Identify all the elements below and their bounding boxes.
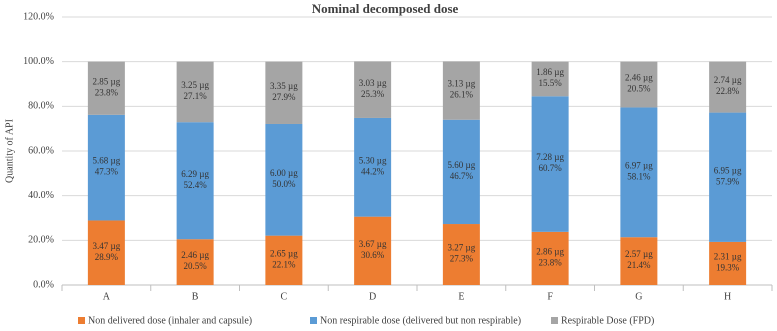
y-tick-label: 20.0% [28, 235, 54, 246]
dose-label: 2.74 µg [714, 75, 742, 85]
y-tick-label: 60.0% [28, 145, 54, 156]
bar-segment [354, 216, 392, 285]
legend-label: Respirable Dose (FPD) [561, 315, 654, 326]
bar-segment [87, 114, 125, 221]
x-tick-label: C [281, 291, 288, 302]
bar-segment [709, 112, 747, 242]
dose-label: 2.86 µg [536, 246, 564, 256]
bar-segment [442, 61, 480, 120]
value-label: 27.9% [272, 92, 296, 102]
value-label: 19.3% [716, 263, 740, 273]
dose-label: 3.47 µg [93, 241, 121, 251]
y-tick-label: 40.0% [28, 190, 54, 201]
value-label: 58.1% [627, 171, 651, 181]
x-tick-label: G [635, 291, 642, 302]
bar-segment [176, 122, 214, 240]
dose-label: 6.97 µg [625, 160, 653, 170]
value-label: 15.5% [539, 78, 563, 88]
bar-segment [87, 61, 125, 115]
value-label: 20.5% [184, 261, 208, 271]
value-label: 20.5% [627, 84, 651, 94]
x-tick-label: H [724, 291, 731, 302]
legend-label: Non respirable dose (delivered but non r… [320, 315, 521, 326]
dose-label: 3.13 µg [448, 79, 476, 89]
bar-segment [87, 220, 125, 285]
dose-label: 2.85 µg [93, 76, 121, 86]
legend-swatch [310, 317, 317, 324]
legend-label: Non delivered dose (inhaler and capsule) [88, 315, 252, 326]
x-tick-label: B [192, 291, 199, 302]
legend-swatch [78, 317, 85, 324]
dose-label: 5.68 µg [93, 156, 121, 166]
chart-title: Nominal decomposed dose [312, 1, 459, 16]
dose-label: 5.30 µg [359, 155, 387, 165]
dose-label: 2.46 µg [625, 73, 653, 83]
dose-label: 2.46 µg [181, 250, 209, 260]
bar-segment [531, 61, 569, 97]
value-label: 23.8% [95, 87, 119, 97]
dose-label: 2.65 µg [270, 248, 298, 258]
dose-label: 2.31 µg [714, 252, 742, 262]
dose-label: 3.03 µg [359, 78, 387, 88]
value-label: 46.7% [450, 171, 474, 181]
bar-segment [265, 123, 303, 236]
value-label: 44.2% [361, 166, 385, 176]
bar-segment [176, 61, 214, 123]
y-axis-title: Quantity of API [4, 119, 15, 183]
dose-label: 5.60 µg [448, 160, 476, 170]
bar-segment [265, 235, 303, 285]
bar-segment [531, 231, 569, 285]
value-label: 22.8% [716, 86, 740, 96]
dose-label: 6.95 µg [714, 165, 742, 175]
y-tick-label: 120.0% [23, 11, 54, 22]
bar-segment [176, 239, 214, 285]
value-label: 26.1% [450, 90, 474, 100]
dose-label: 3.67 µg [359, 239, 387, 249]
value-label: 47.3% [95, 167, 119, 177]
value-label: 21.4% [627, 260, 651, 270]
dose-label: 6.00 µg [270, 168, 298, 178]
x-tick-label: F [547, 291, 553, 302]
value-label: 22.1% [272, 259, 296, 269]
bar-segment [442, 224, 480, 285]
bar-segment [354, 61, 392, 118]
value-label: 27.1% [184, 91, 208, 101]
value-label: 57.9% [716, 176, 740, 186]
bar-segment [709, 241, 747, 285]
dose-label: 3.27 µg [448, 243, 476, 253]
bar-segment [620, 237, 658, 285]
dose-label: 7.28 µg [536, 152, 564, 162]
dose-label: 1.86 µg [536, 67, 564, 77]
dose-label: 2.57 µg [625, 249, 653, 259]
bar-segment [265, 61, 303, 124]
value-label: 30.6% [361, 250, 385, 260]
dose-label: 6.29 µg [181, 169, 209, 179]
bar-segment [620, 107, 658, 238]
y-tick-label: 100.0% [23, 56, 54, 67]
value-label: 50.0% [272, 179, 296, 189]
x-tick-label: E [458, 291, 464, 302]
x-tick-label: D [369, 291, 376, 302]
value-label: 28.9% [95, 252, 119, 262]
bar-segment [442, 119, 480, 225]
bar-segment [531, 96, 569, 232]
dose-label: 3.35 µg [270, 81, 298, 91]
bar-segment [709, 61, 747, 113]
y-tick-label: 0.0% [33, 279, 54, 290]
value-label: 52.4% [184, 180, 208, 190]
value-label: 27.3% [450, 254, 474, 264]
value-label: 60.7% [539, 163, 563, 173]
bar-segment [620, 61, 658, 108]
value-label: 23.8% [539, 257, 563, 267]
dose-label: 3.25 µg [181, 80, 209, 90]
legend-swatch [551, 317, 558, 324]
bar-segment [354, 117, 392, 217]
y-tick-label: 80.0% [28, 101, 54, 112]
x-tick-label: A [103, 291, 111, 302]
value-label: 25.3% [361, 89, 385, 99]
